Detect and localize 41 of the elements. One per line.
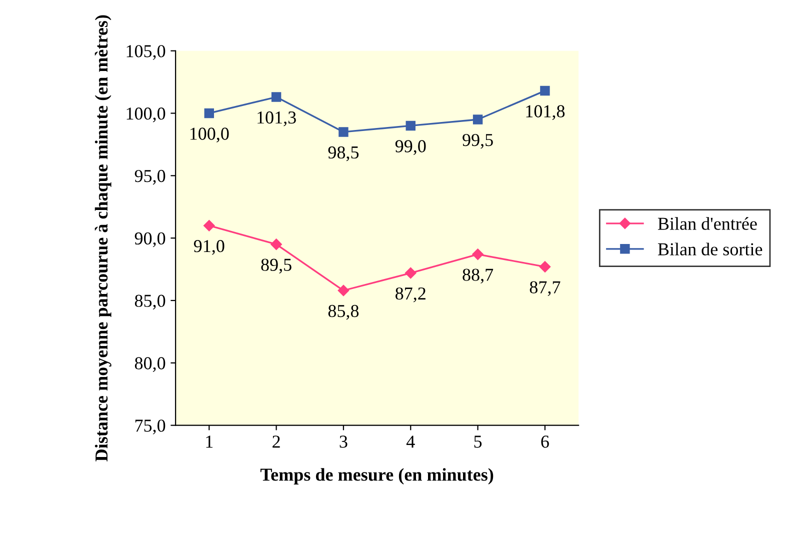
point bbox=[204, 108, 214, 118]
point bbox=[338, 127, 348, 137]
y-tick-label: 100,0 bbox=[126, 108, 166, 122]
data-label: 88,7 bbox=[462, 268, 494, 284]
data-label: 98,5 bbox=[328, 146, 359, 162]
point bbox=[271, 92, 282, 102]
point bbox=[472, 114, 483, 124]
x-tick-label: 3 bbox=[340, 436, 348, 448]
y-tick-label: 85,0 bbox=[134, 294, 166, 310]
y-tick-label: 75,0 bbox=[135, 420, 166, 434]
x-tick-label: 5 bbox=[474, 436, 482, 448]
y-tick-label: 95,0 bbox=[134, 170, 166, 185]
point bbox=[270, 238, 282, 250]
legend-label: Bilan de sortie bbox=[658, 242, 762, 256]
x-tick-label: 1 bbox=[206, 436, 213, 448]
x-tick-label: 2 bbox=[272, 436, 280, 448]
point bbox=[539, 261, 551, 272]
y-tick-label: 80,0 bbox=[134, 357, 166, 372]
point bbox=[405, 267, 416, 279]
data-label: 87,2 bbox=[396, 287, 426, 302]
point bbox=[406, 120, 416, 131]
data-label: 89,5 bbox=[261, 258, 292, 274]
y-axis-title: Distance moyenne parcourue à chaque minute (en mètres) bbox=[94, 15, 112, 462]
data-label: 91,0 bbox=[194, 240, 224, 255]
data-label: 85,8 bbox=[328, 304, 359, 320]
data-label: 99,0 bbox=[395, 140, 426, 155]
data-label: 99,5 bbox=[462, 134, 493, 149]
x-axis-title: Temps de mesure (en minutes) bbox=[260, 468, 494, 484]
point bbox=[540, 86, 550, 96]
point bbox=[472, 248, 484, 260]
y-tick-label: 105,0 bbox=[126, 45, 166, 60]
point bbox=[204, 220, 215, 232]
data-label: 101,3 bbox=[258, 111, 296, 126]
data-label: 101,8 bbox=[526, 105, 565, 120]
legend-label: Bilan d'entrée bbox=[658, 217, 757, 230]
data-label: 87,7 bbox=[530, 281, 560, 296]
x-tick-label: 6 bbox=[541, 436, 549, 448]
x-tick-label: 4 bbox=[406, 436, 415, 448]
data-label: 100,0 bbox=[190, 128, 229, 142]
y-tick-label: 90,0 bbox=[134, 232, 166, 248]
point bbox=[338, 284, 350, 296]
